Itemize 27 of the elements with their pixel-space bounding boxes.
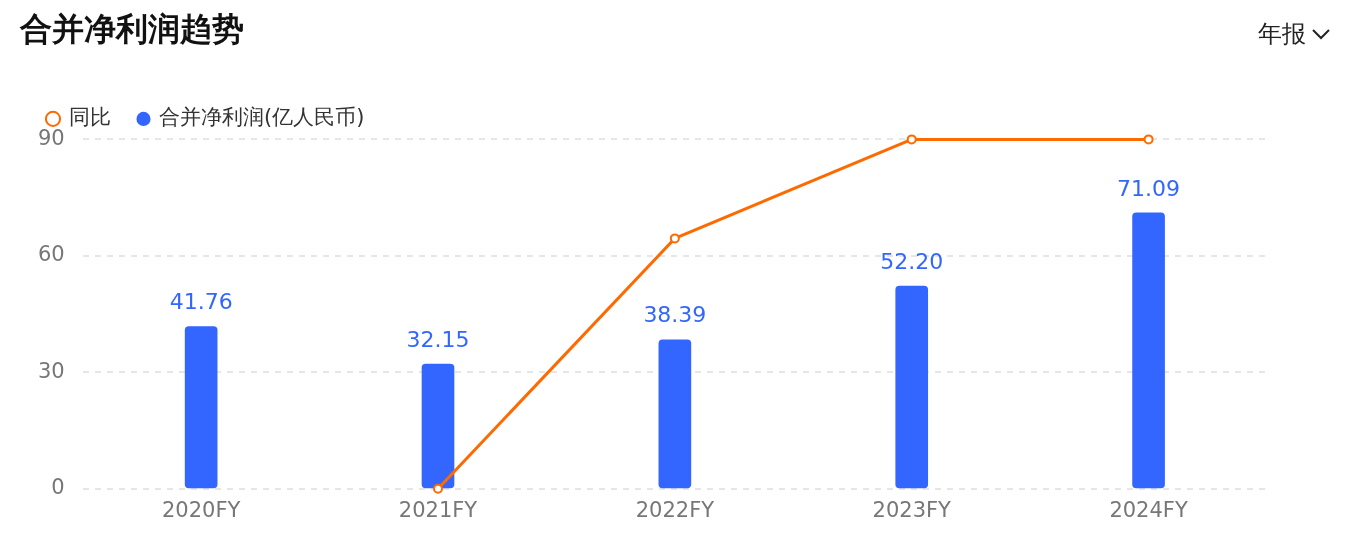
legend-label: 合并净利润(亿人民币) <box>159 105 365 130</box>
x-tick-label: 2022FY <box>635 497 715 522</box>
data-label: 32.15 <box>406 326 470 352</box>
bar <box>658 339 692 489</box>
bar <box>184 326 218 489</box>
x-tick-label: 2024FY <box>1109 497 1188 522</box>
data-label: 41.76 <box>169 289 233 315</box>
x-tick-label: 2023FY <box>872 497 952 522</box>
y-tick-label: 0 <box>51 475 65 500</box>
point <box>906 134 917 145</box>
y-tick-label: 90 <box>37 125 65 150</box>
x-tick-label: 2020FY <box>161 497 241 522</box>
bar <box>1132 212 1165 489</box>
point <box>669 233 680 244</box>
y-tick-label: 30 <box>37 358 65 383</box>
x-tick-label: 2021FY <box>398 497 478 522</box>
legend-label: 同比 <box>68 105 111 130</box>
data-label: 38.39 <box>643 302 707 328</box>
point <box>433 483 444 494</box>
y-tick-label: 60 <box>37 242 65 267</box>
bar <box>895 285 929 489</box>
text: 年报 <box>1258 19 1306 50</box>
data-label: 71.09 <box>1117 175 1181 201</box>
chart-title: 合并净利润趋势 <box>19 9 244 48</box>
point <box>1143 134 1154 145</box>
bar <box>421 363 455 489</box>
data-label: 52.20 <box>880 248 944 274</box>
